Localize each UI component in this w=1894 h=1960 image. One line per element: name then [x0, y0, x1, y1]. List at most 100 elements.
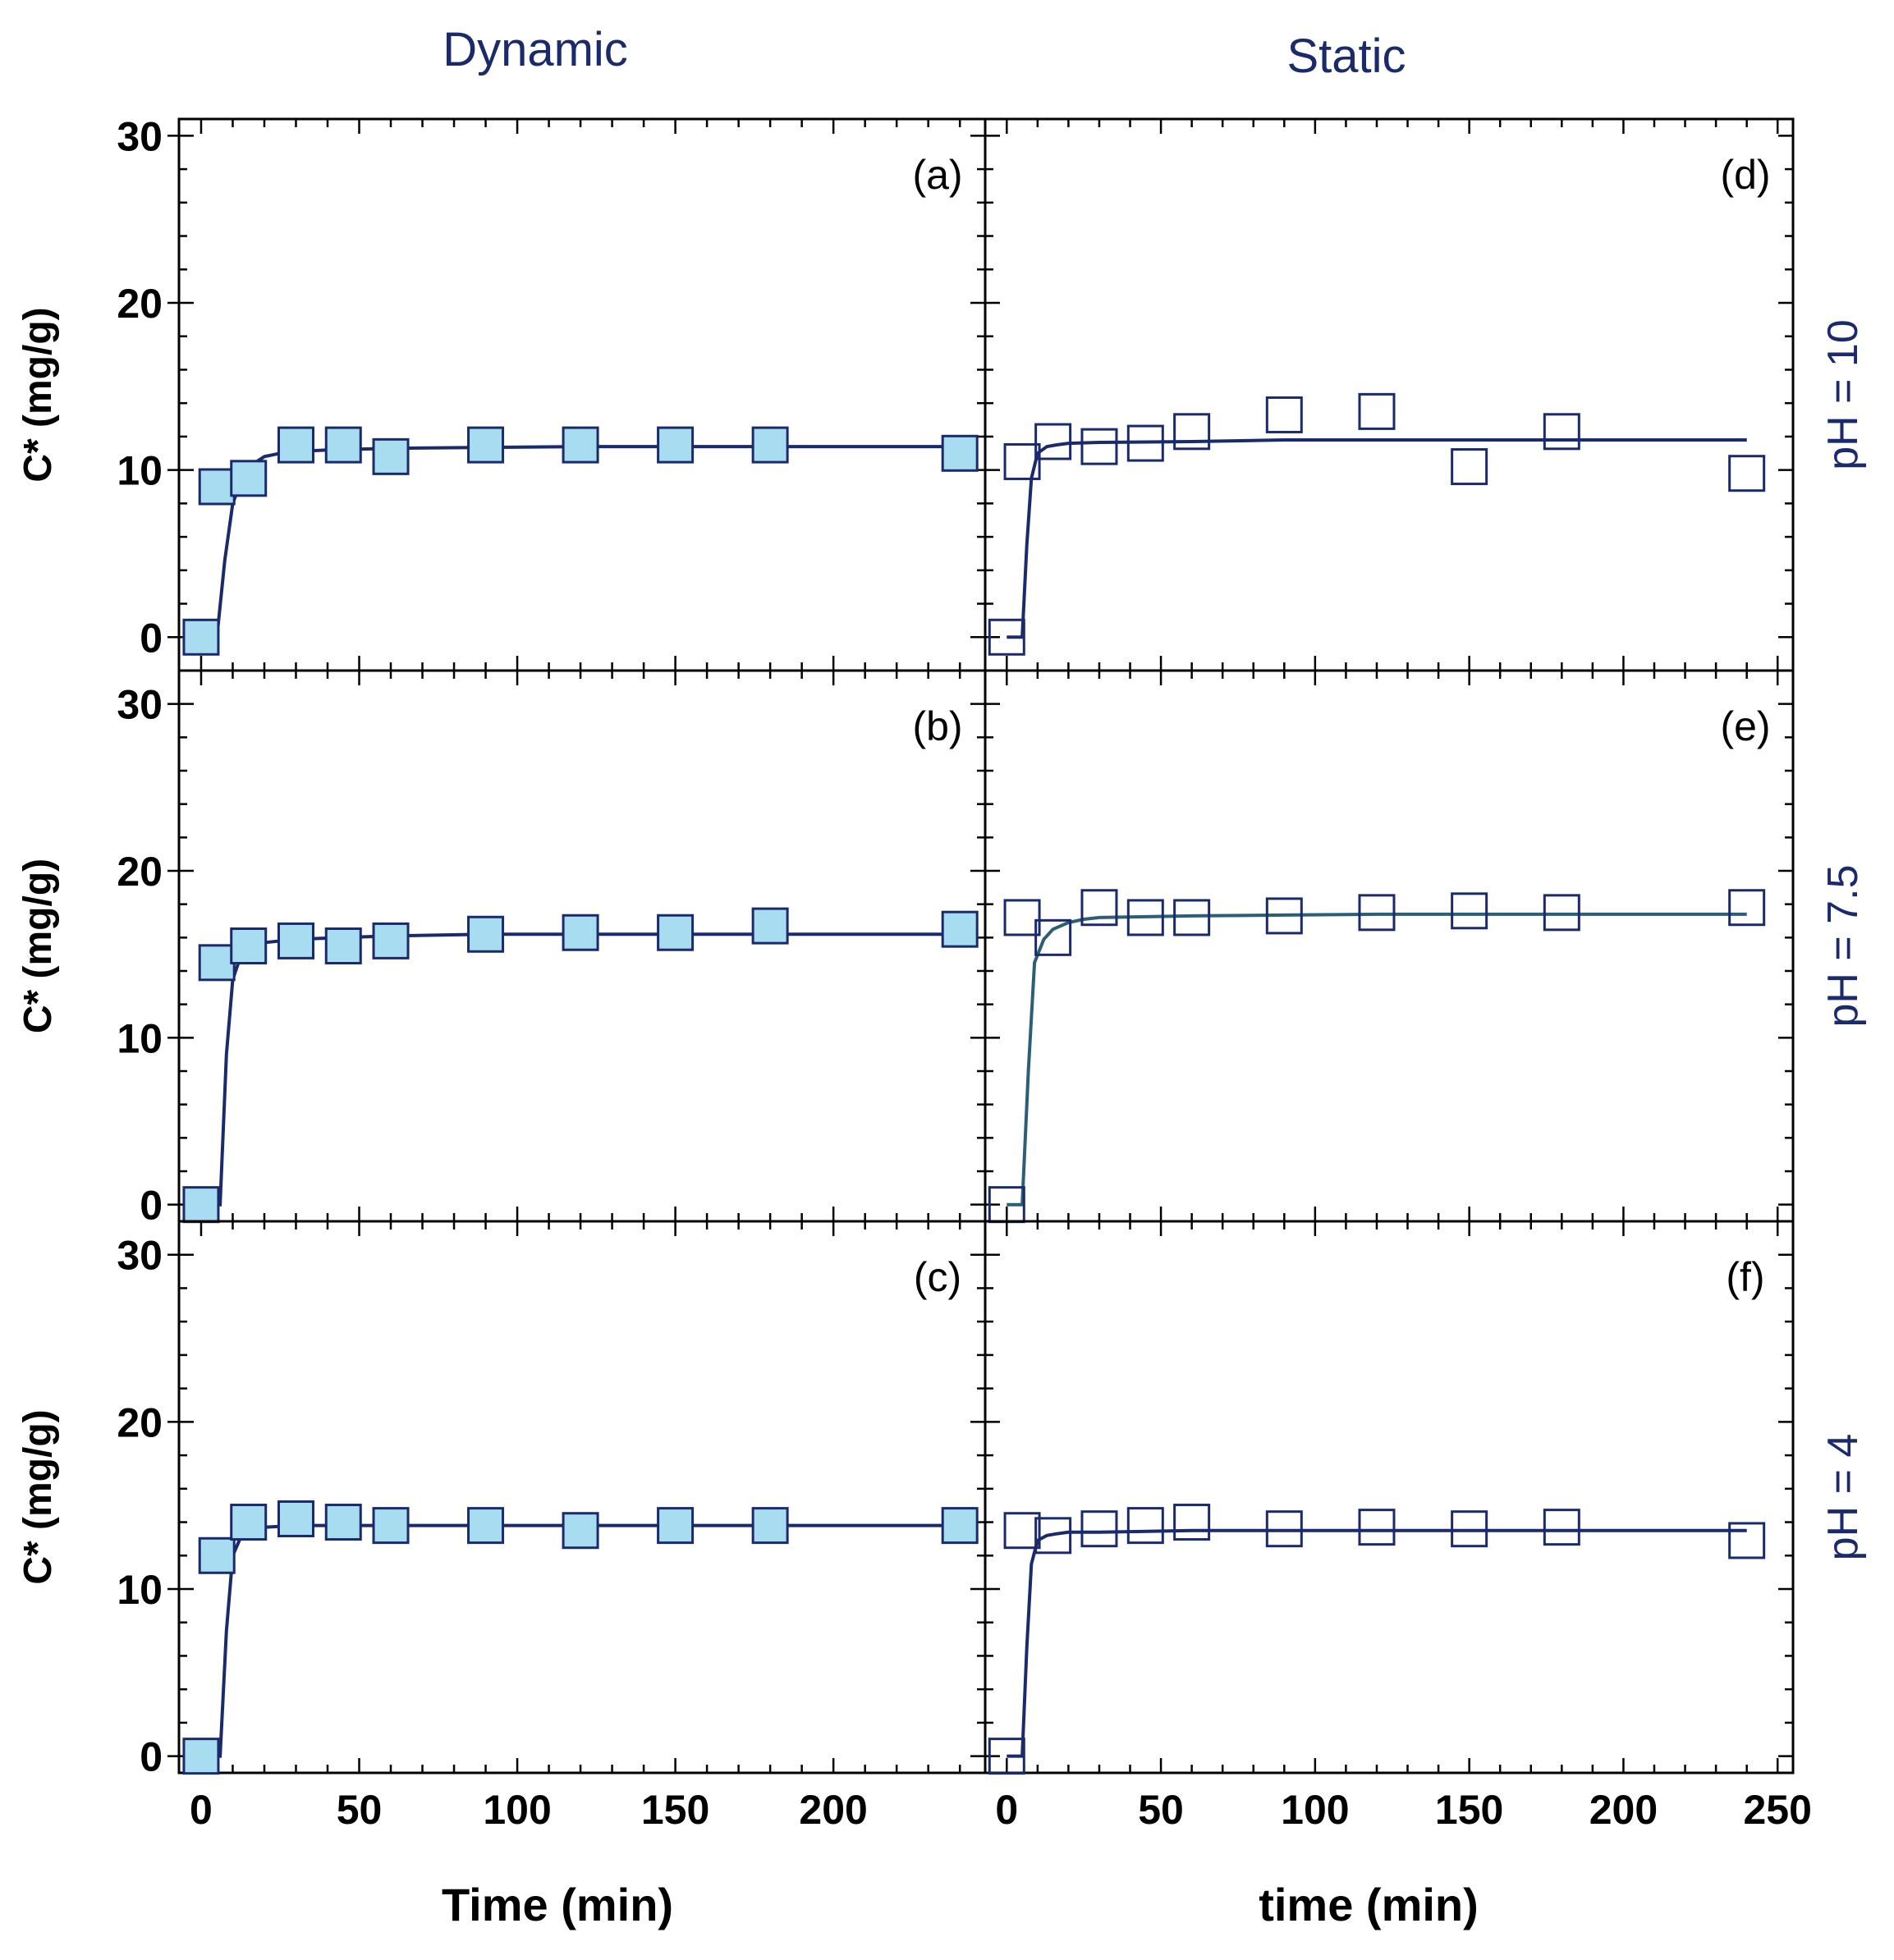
data-marker: [1003, 1512, 1041, 1550]
data-marker: [1265, 396, 1303, 433]
panel-a: 0 10 20 30 C* (mg/g) (a): [16, 113, 987, 672]
data-marker: [657, 1507, 695, 1545]
x-tick-label: 50: [1138, 1787, 1184, 1833]
data-marker: [1728, 889, 1766, 927]
panel-d: (d) pH = 10: [984, 117, 1867, 672]
panel-f: 0 50 100 150 200 250 time (min) (f) pH = 4: [984, 1220, 1867, 1930]
y-tick-label: 10: [117, 1567, 163, 1613]
panels: 0 10 20 30 C* (mg/g) (a) 0 10 20 30 C* (mg/g) (b) 0 1…: [16, 113, 1867, 1930]
fit-curve: [1007, 912, 1747, 1207]
x-tick-label: 150: [641, 1787, 709, 1833]
x-tick-label: 100: [483, 1787, 551, 1833]
y-tick-label: 0: [140, 1734, 163, 1780]
panel-label: (b): [912, 703, 962, 749]
data-marker: [1358, 1509, 1396, 1546]
data-marker: [988, 1186, 1025, 1224]
data-marker: [1126, 899, 1164, 936]
fit-curve: [201, 1523, 961, 1758]
fit-curve: [1007, 438, 1747, 639]
y-tick-label: 30: [117, 682, 163, 728]
condition-label: pH = 10: [1819, 319, 1867, 470]
data-marker: [230, 927, 268, 964]
data-marker: [751, 907, 789, 945]
data-marker: [372, 1507, 410, 1545]
data-marker: [562, 914, 599, 951]
x-tick-label: 50: [337, 1787, 383, 1833]
panel-e: (e) pH = 7.5: [984, 669, 1867, 1224]
data-marker: [1034, 1517, 1072, 1555]
panel-c: 0 10 20 30 0 50 100 150 200 C* (mg/g) Time (min) (c…: [16, 1220, 987, 1930]
y-axis-title: C* (mg/g): [16, 307, 60, 482]
data-marker: [1080, 428, 1118, 465]
data-marker: [1543, 894, 1580, 932]
data-marker: [1173, 899, 1211, 936]
data-marker: [1173, 1504, 1211, 1541]
y-tick-label: 0: [140, 615, 163, 661]
data-marker: [182, 1186, 220, 1224]
panel-frame: [984, 1220, 1795, 1775]
data-marker: [230, 460, 268, 497]
data-marker: [1543, 1509, 1580, 1546]
data-marker: [372, 922, 410, 959]
data-marker: [1126, 1507, 1164, 1545]
data-marker: [1080, 889, 1118, 927]
data-marker: [1358, 392, 1396, 430]
x-axis-title: Time (min): [442, 1879, 673, 1930]
panel-label: (d): [1720, 152, 1770, 198]
data-marker: [324, 927, 362, 964]
fit-curve: [201, 445, 961, 639]
panel-frame: [984, 669, 1795, 1223]
panel-label: (a): [912, 152, 962, 198]
data-marker: [988, 1738, 1025, 1775]
data-marker: [941, 1507, 979, 1545]
data-marker: [562, 1512, 599, 1550]
y-tick-label: 20: [117, 1399, 163, 1445]
data-marker: [657, 914, 695, 951]
y-tick-label: 10: [117, 1015, 163, 1061]
data-marker: [277, 426, 314, 464]
y-tick-label: 30: [117, 1233, 163, 1279]
x-tick-label: 150: [1435, 1787, 1503, 1833]
data-marker: [1265, 1510, 1303, 1548]
y-tick-label: 10: [117, 448, 163, 494]
x-tick-label: 200: [799, 1787, 867, 1833]
x-axis-title: time (min): [1259, 1879, 1479, 1930]
data-marker: [1034, 423, 1072, 460]
panel-label: (f): [1726, 1254, 1764, 1300]
x-tick-label: 0: [995, 1787, 1018, 1833]
panel-frame: [177, 117, 987, 672]
panel-frame: [177, 1220, 987, 1775]
data-marker: [1080, 1510, 1118, 1548]
fit-curve: [201, 932, 961, 1207]
data-marker: [198, 944, 236, 982]
data-marker: [198, 468, 236, 506]
data-marker: [372, 437, 410, 475]
data-marker: [1003, 899, 1041, 936]
data-marker: [182, 618, 220, 656]
data-marker: [1451, 1510, 1488, 1548]
data-marker: [1003, 442, 1041, 480]
x-tick-label: 0: [190, 1787, 213, 1833]
x-tick-label: 250: [1744, 1787, 1812, 1833]
data-marker: [941, 910, 979, 948]
data-marker: [562, 426, 599, 464]
data-marker: [182, 1738, 220, 1775]
data-marker: [467, 426, 505, 464]
y-axis-title: C* (mg/g): [16, 859, 60, 1033]
data-marker: [1543, 413, 1580, 451]
data-marker: [324, 426, 362, 464]
data-marker: [751, 1507, 789, 1545]
data-marker: [1265, 897, 1303, 935]
data-marker: [324, 1504, 362, 1541]
data-marker: [941, 434, 979, 472]
fit-curve: [1007, 1528, 1747, 1758]
panel-b: 0 10 20 30 C* (mg/g) (b): [16, 669, 987, 1229]
data-marker: [1173, 413, 1211, 451]
data-marker: [751, 426, 789, 464]
data-marker: [988, 618, 1025, 656]
data-marker: [277, 1500, 314, 1537]
data-marker: [277, 922, 314, 959]
panel-label: (c): [914, 1254, 961, 1300]
data-marker: [1451, 892, 1488, 930]
